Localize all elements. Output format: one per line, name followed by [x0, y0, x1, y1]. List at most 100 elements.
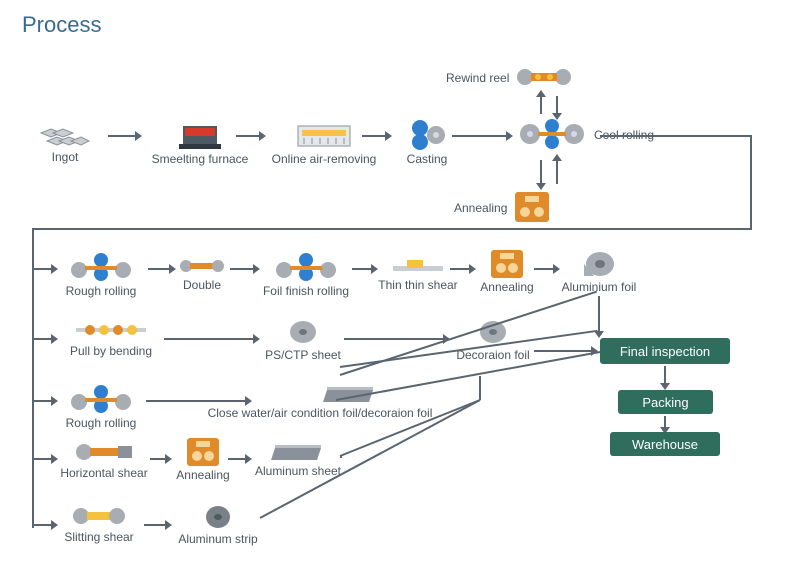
arrow-down-icon: [556, 96, 558, 114]
arrow-icon: [34, 268, 52, 270]
node-rewind-reel: Rewind reel: [446, 63, 626, 91]
connector: [32, 228, 752, 230]
coil-dark-icon: [202, 504, 234, 530]
arrow-down-icon: [664, 416, 666, 428]
node-foil-finish-rolling: Foil finish rolling: [256, 250, 356, 298]
connector: [340, 456, 342, 458]
node-annealing-a: Annealing: [454, 192, 594, 222]
node-annealing-b: Annealing: [472, 250, 542, 294]
node-label: Casting: [407, 152, 448, 166]
node-label: Slitting shear: [64, 530, 133, 544]
node-close-water-air: Close water/air condition foil/decoraion…: [180, 386, 460, 420]
arrow-icon: [534, 350, 592, 352]
arrow-down-icon: [664, 366, 666, 384]
double-icon: [178, 256, 226, 276]
bend-icon: [76, 320, 146, 342]
airbox-icon: [296, 120, 352, 150]
node-label: Rough rolling: [66, 416, 137, 430]
coil-icon: [285, 318, 321, 346]
arrow-down-icon: [598, 296, 600, 332]
node-label: Annealing: [454, 201, 507, 215]
node-label: Ingot: [52, 150, 79, 164]
sheet-icon: [271, 444, 325, 462]
node-label: Aluminum sheet: [255, 464, 341, 478]
warehouse-label: Warehouse: [632, 437, 698, 452]
node-annealing-c: Annealing: [168, 438, 238, 482]
node-double: Double: [172, 256, 232, 292]
connector: [32, 228, 34, 528]
final-inspection-label: Final inspection: [620, 344, 710, 359]
page-title: Process: [22, 12, 101, 38]
node-label: Online air-removing: [272, 152, 377, 166]
arrow-icon: [108, 135, 136, 137]
oven-icon: [187, 438, 219, 466]
node-cool-rolling: Cool rolling: [518, 116, 658, 152]
ingot-icon: [39, 120, 91, 148]
arrow-icon: [230, 268, 254, 270]
node-label: Double: [183, 278, 221, 292]
rollset-icon: [274, 250, 338, 282]
arrow-icon: [452, 135, 507, 137]
node-online-air-removing: Online air-removing: [264, 120, 384, 166]
node-label: Rewind reel: [446, 71, 509, 85]
hshear-icon: [74, 440, 134, 464]
node-label: Pull by bending: [70, 344, 152, 358]
thinshear-icon: [393, 256, 443, 276]
oven-icon: [491, 250, 523, 278]
arrow-icon: [34, 524, 52, 526]
arrow-icon: [34, 400, 52, 402]
rollset-icon: [69, 250, 133, 282]
arrow-icon: [534, 268, 554, 270]
node-label: Thin thin shear: [378, 278, 457, 292]
node-label: Smeelting furnace: [152, 152, 249, 166]
arrow-icon: [144, 524, 166, 526]
rewind-icon: [515, 63, 573, 91]
furnace-icon: [177, 120, 223, 150]
arrow-icon: [164, 338, 254, 340]
arrow-icon: [352, 268, 372, 270]
connector: [340, 291, 597, 376]
node-aluminum-sheet: Aluminum sheet: [248, 444, 348, 478]
node-label: Aluminum strip: [178, 532, 257, 546]
slit-icon: [71, 504, 127, 528]
arrow-icon: [450, 268, 470, 270]
node-ingot: Ingot: [30, 120, 100, 164]
node-horizontal-shear: Horizontal shear: [54, 440, 154, 480]
node-aluminum-strip: Aluminum strip: [168, 504, 268, 546]
node-pull-by-bending: Pull by bending: [56, 320, 166, 358]
arrow-icon: [228, 458, 246, 460]
arrow-icon: [150, 458, 166, 460]
arrow-icon: [34, 338, 52, 340]
node-rough-rolling-1: Rough rolling: [56, 250, 146, 298]
node-slitting-shear: Slitting shear: [54, 504, 144, 544]
rollpair-icon: [406, 118, 448, 150]
node-rough-rolling-2: Rough rolling: [56, 382, 146, 430]
final-inspection-box: Final inspection: [600, 338, 730, 364]
node-label: PS/CTP sheet: [265, 348, 341, 362]
packing-label: Packing: [642, 395, 688, 410]
arrow-icon: [236, 135, 260, 137]
arrow-icon: [148, 268, 170, 270]
node-smelting-furnace: Smeelting furnace: [145, 120, 255, 166]
node-label: Annealing: [480, 280, 533, 294]
node-label: Annealing: [176, 468, 229, 482]
node-label: Close water/air condition foil/decoraion…: [208, 406, 433, 420]
node-label: Foil finish rolling: [263, 284, 349, 298]
arrow-up-icon: [540, 96, 542, 114]
warehouse-box: Warehouse: [610, 432, 720, 456]
rollpair-gray-icon: [518, 116, 586, 152]
node-label: Rough rolling: [66, 284, 137, 298]
node-label: Horizontal shear: [60, 466, 147, 480]
coil-icon: [580, 248, 618, 278]
node-thin-thin-shear: Thin thin shear: [374, 256, 462, 292]
oven-icon: [515, 192, 549, 222]
node-ps-ctp-sheet: PS/CTP sheet: [258, 318, 348, 362]
arrow-down-icon: [540, 160, 542, 184]
node-casting: Casting: [392, 118, 462, 166]
connector: [750, 135, 752, 228]
arrow-up-icon: [556, 160, 558, 184]
connector: [600, 135, 750, 137]
rollset-icon: [69, 382, 133, 414]
arrow-icon: [34, 458, 52, 460]
packing-box: Packing: [618, 390, 713, 414]
